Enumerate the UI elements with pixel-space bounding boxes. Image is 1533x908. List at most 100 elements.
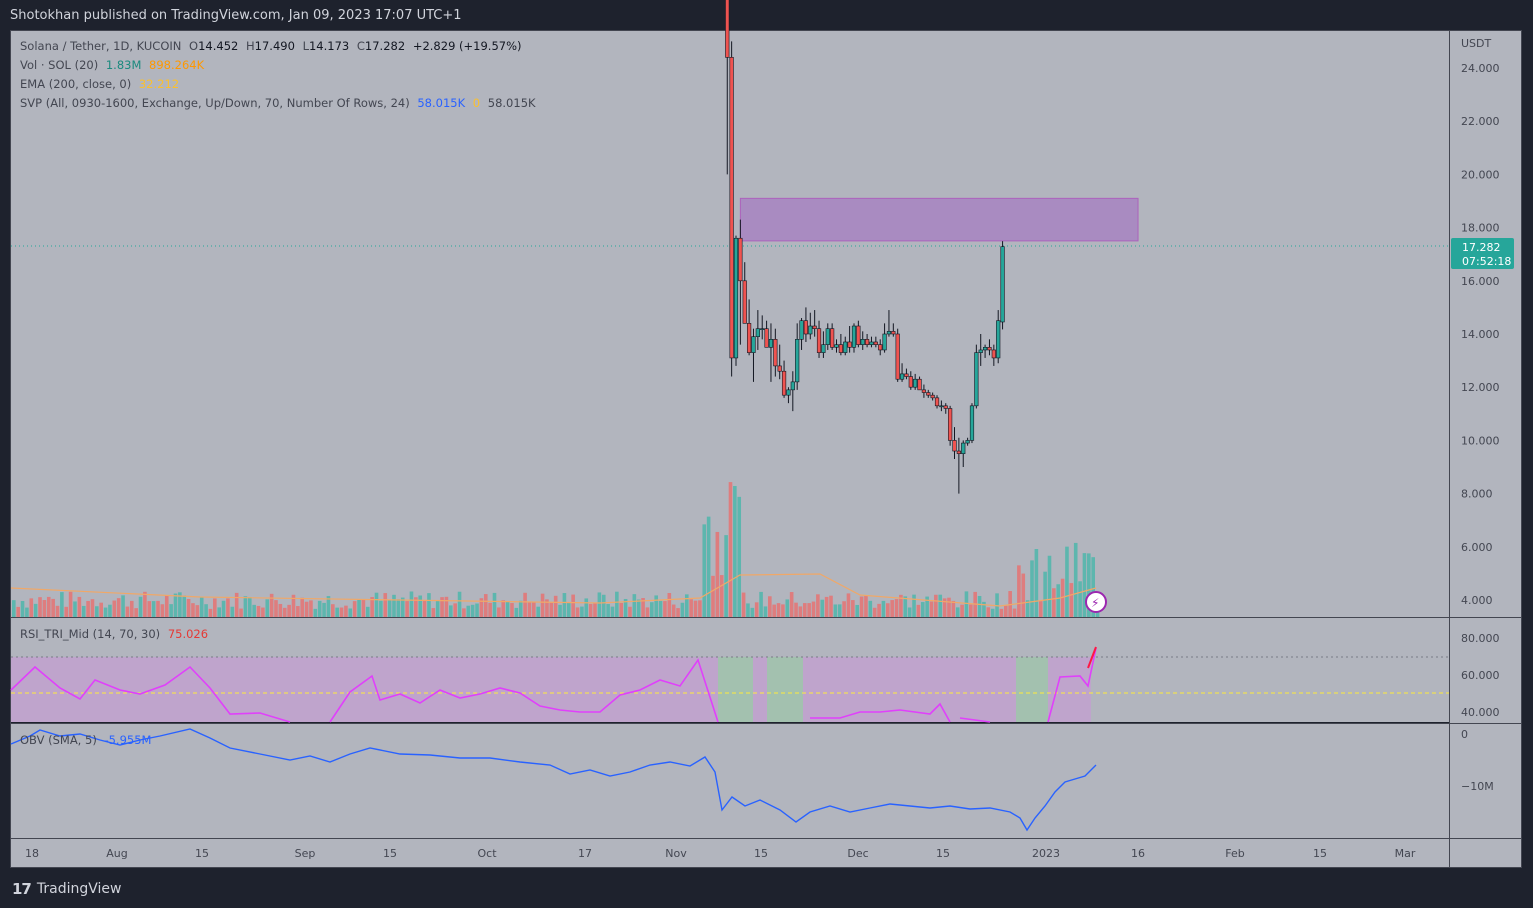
volume-legend[interactable]: Vol · SOL (20) 1.83M 898.264K: [20, 58, 208, 72]
candle-body: [899, 373, 905, 380]
volume-bar: [969, 604, 973, 617]
volume-bar: [960, 604, 964, 617]
rsi-oversold-highlight: [767, 657, 803, 722]
volume-bar: [370, 597, 374, 617]
volume-bar: [846, 593, 851, 617]
rsi-line: [10, 647, 1097, 723]
obv-tick: 0: [1461, 728, 1468, 741]
volume-bar: [1052, 588, 1056, 617]
time-tick: 18: [25, 847, 39, 860]
volume-bar: [138, 596, 143, 617]
time-tick: Feb: [1225, 847, 1244, 860]
volume-bar: [55, 605, 60, 617]
volume-bar: [737, 496, 742, 617]
volume-bar: [864, 595, 868, 617]
time-tick: 2023: [1032, 847, 1060, 860]
volume-bar: [776, 603, 781, 617]
candle-body: [729, 57, 734, 359]
volume-bar: [60, 592, 64, 617]
volume-bar: [108, 604, 112, 617]
candle-body: [803, 320, 809, 335]
candle-body: [834, 344, 839, 348]
volume-bar: [103, 607, 108, 617]
volume-bar: [409, 591, 414, 617]
volume-bar: [475, 603, 479, 617]
candle-body: [843, 341, 848, 353]
volume-bar: [282, 607, 287, 617]
obv-value: -5.955M: [104, 733, 152, 747]
volume-layer: [12, 482, 1100, 617]
volume-bar: [405, 601, 409, 617]
volume-bar: [265, 599, 270, 617]
volume-bar: [947, 597, 951, 617]
change-value: +2.829 (+19.57%): [412, 39, 522, 53]
rsi-overbought-segment: [1087, 646, 1097, 669]
volume-bar: [90, 599, 95, 617]
volume-bar: [566, 602, 571, 617]
volume-bar: [903, 596, 908, 617]
volume-bar: [719, 575, 724, 617]
volume-bar: [545, 599, 549, 617]
rsi-oversold-highlight: [1016, 657, 1048, 722]
volume-bar: [1021, 573, 1026, 617]
volume-bar: [143, 591, 147, 617]
time-tick: Oct: [477, 847, 497, 860]
candle-body: [830, 328, 835, 348]
volume-bar: [886, 603, 890, 617]
volume-bar: [549, 602, 554, 617]
candle-body: [987, 346, 992, 351]
volume-bar: [680, 602, 685, 617]
lightning-icon: [1085, 591, 1107, 613]
volume-bar: [663, 601, 667, 617]
time-tick: Aug: [106, 847, 127, 860]
candle-body: [821, 344, 826, 353]
symbol-legend[interactable]: Solana / Tether, 1D, KUCOIN O14.452 H17.…: [20, 39, 526, 53]
obv-line: [10, 728, 1097, 832]
candle-body: [948, 408, 953, 441]
obv-legend[interactable]: OBV (SMA, 5) -5.955M: [20, 733, 155, 747]
volume-bar: [816, 594, 820, 617]
time-tick: Mar: [1395, 847, 1416, 860]
volume-bar: [842, 601, 846, 617]
rsi-legend[interactable]: RSI_TRI_Mid (14, 70, 30) 75.026: [20, 627, 212, 641]
footer-brand[interactable]: 17 TradingView: [12, 880, 121, 898]
volume-bar: [86, 600, 90, 617]
volume-bar: [580, 606, 584, 617]
candle-body: [943, 405, 948, 409]
volume-bar: [706, 516, 711, 617]
volume-bar: [12, 600, 16, 617]
ema-legend[interactable]: EMA (200, close, 0) 32.212: [20, 77, 183, 91]
volume-bar: [1069, 583, 1074, 617]
symbol-name: Solana / Tether, 1D, KUCOIN: [20, 39, 182, 53]
candle-body: [764, 328, 769, 348]
candle-body: [790, 381, 795, 391]
candle-body: [878, 344, 883, 351]
volume-bar: [261, 607, 265, 617]
brand-name: TradingView: [36, 881, 122, 897]
price-axis-pane: [1450, 31, 1521, 867]
volume-bar: [42, 600, 47, 617]
candle-body: [921, 389, 927, 393]
volume-bar: [925, 596, 929, 617]
volume-bar: [501, 600, 506, 617]
svp-down-value: 0: [472, 96, 481, 110]
volume-bar: [400, 597, 405, 617]
volume-bar: [427, 593, 431, 617]
candle-body: [926, 392, 931, 396]
volume-bar: [920, 602, 925, 617]
volume-bar: [121, 595, 125, 617]
volume-bar: [38, 597, 42, 617]
candle-body: [873, 341, 878, 345]
volume-bar: [226, 598, 230, 617]
volume-value: 1.83M: [105, 58, 142, 72]
bar-countdown: 07:52:18: [1462, 255, 1511, 268]
volume-bar: [540, 593, 545, 617]
price-tick: 4.000: [1461, 594, 1493, 607]
volume-bar: [929, 601, 934, 617]
chart-frame[interactable]: [10, 30, 1522, 868]
rsi-tick: 40.000: [1461, 706, 1500, 719]
time-tick: Sep: [295, 847, 316, 860]
svp-legend[interactable]: SVP (All, 0930-1600, Exchange, Up/Down, …: [20, 96, 540, 110]
volume-ma-line: [10, 573, 1097, 607]
